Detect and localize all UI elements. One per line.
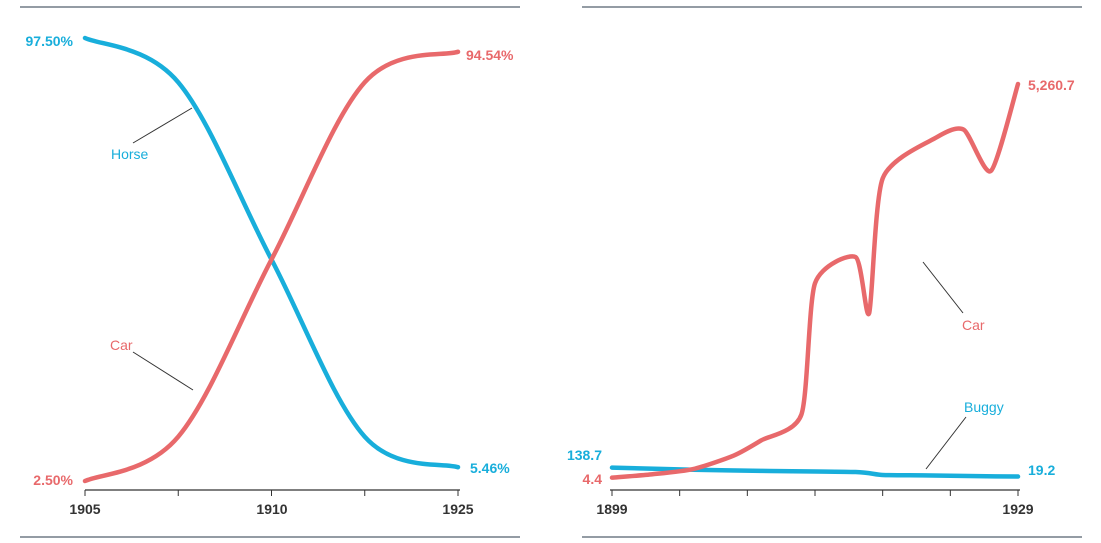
car-count-leader-line bbox=[922, 261, 964, 314]
buggy-end-value: 19.2 bbox=[1028, 462, 1055, 478]
car-share-series-label: Car bbox=[110, 337, 133, 353]
buggy-series-label: Buggy bbox=[964, 399, 1004, 415]
buggy-start-value: 138.7 bbox=[567, 447, 602, 463]
horse-start-value: 97.50% bbox=[26, 33, 74, 49]
right-tick-label-1899: 1899 bbox=[596, 501, 627, 517]
car-share-series-line bbox=[82, 49, 461, 484]
left-tick-label-1910: 1910 bbox=[256, 501, 287, 517]
car-count-series-line bbox=[609, 81, 1021, 480]
left-x-tick-labels: 1905 1910 1925 bbox=[69, 501, 473, 517]
car-count-end-value: 5,260.7 bbox=[1028, 77, 1075, 93]
buggy-leader-line bbox=[925, 416, 967, 470]
car-count-series-label: Car bbox=[962, 317, 985, 333]
right-tick-label-1929: 1929 bbox=[1002, 501, 1033, 517]
left-tick-label-1925: 1925 bbox=[442, 501, 473, 517]
horse-series-line bbox=[82, 35, 461, 470]
right-x-tick-labels: 1899 1929 bbox=[596, 501, 1033, 517]
horse-leader-line bbox=[132, 107, 193, 144]
horse-series-label: Horse bbox=[111, 146, 149, 162]
car-share-start-value: 2.50% bbox=[33, 472, 73, 488]
car-share-leader-line bbox=[132, 351, 194, 391]
right-x-ticks bbox=[611, 490, 1019, 496]
left-tick-label-1905: 1905 bbox=[69, 501, 100, 517]
car-share-end-value: 94.54% bbox=[466, 47, 514, 63]
left-chart: 1905 1910 1925 Horse Car 97.50% 5.46% 2.… bbox=[26, 33, 515, 517]
car-count-start-value: 4.4 bbox=[583, 471, 603, 487]
horse-end-value: 5.46% bbox=[470, 460, 510, 476]
left-x-ticks bbox=[84, 490, 459, 496]
right-chart: 1899 1929 Car Buggy 138.7 4.4 19.2 5,260… bbox=[567, 77, 1075, 517]
